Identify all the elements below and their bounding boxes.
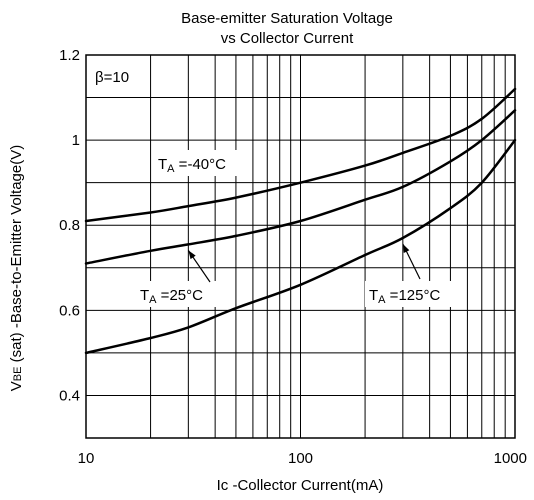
y-axis-label-sub: BE [12, 367, 24, 382]
y-tick-label: 1.2 [59, 47, 80, 64]
grid [86, 55, 515, 438]
x-tick-label: 100 [288, 450, 313, 467]
x-tick-label: 10 [78, 450, 95, 467]
y-axis-label: VBE (sat) -Base-to-Emitter Voltage(V) [8, 145, 25, 391]
y-axis-label-prefix: V [8, 381, 25, 391]
chart-title-line-1: Base-emitter Saturation Voltage [181, 10, 393, 27]
series-group [84, 87, 517, 355]
y-tick-label: 0.6 [59, 302, 80, 319]
series-line-0 [84, 87, 517, 223]
y-tick-labels: 1.2 1 0.8 0.6 0.4 [59, 47, 80, 404]
plot-frame [85, 54, 516, 439]
arrowhead-icon [402, 243, 410, 253]
chart-title-line-2: vs Collector Current [221, 30, 354, 47]
series-line-1 [84, 109, 517, 265]
series-label-bg [365, 281, 460, 307]
x-tick-labels: 10 100 1000 [78, 450, 527, 467]
series-line-2 [84, 138, 517, 355]
series-label-2: TA =125°C [369, 287, 440, 306]
series-label-bg [136, 281, 220, 307]
series-label-bg [154, 150, 246, 176]
beta-label-bg [91, 64, 149, 88]
beta-label: β=10 [95, 69, 129, 86]
x-axis-label: Ic -Collector Current(mA) [217, 477, 384, 494]
y-tick-label: 0.8 [59, 217, 80, 234]
series-label-1: TA =25°C [140, 287, 203, 306]
x-tick-label: 1000 [494, 450, 527, 467]
arrowhead-icon [188, 250, 196, 260]
series-annotations: TA =-40°C TA =25°C TA =125°C [136, 150, 460, 307]
y-tick-label: 0.4 [59, 387, 80, 404]
series-label-0: TA =-40°C [158, 156, 226, 175]
y-axis-label-rest: (sat) -Base-to-Emitter Voltage(V) [8, 145, 25, 367]
y-tick-label: 1 [72, 132, 80, 149]
